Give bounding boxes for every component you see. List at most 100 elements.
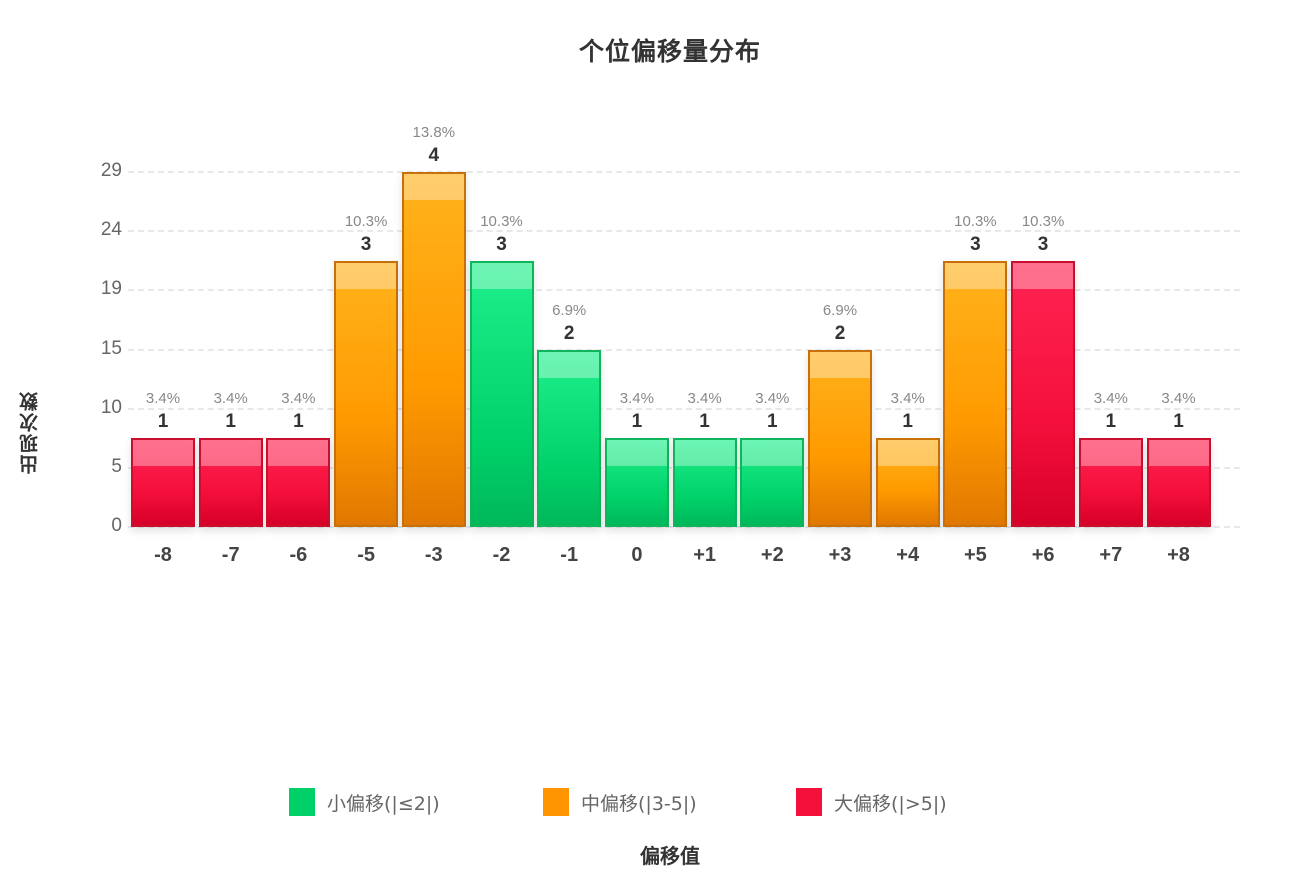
- bar-count-label: 2: [563, 322, 575, 344]
- bar-percent-label: 10.3%: [344, 212, 388, 230]
- bar-percent-label: 3.4%: [1161, 390, 1196, 408]
- bar-count-label: 1: [1173, 411, 1184, 433]
- gridline: [128, 289, 1240, 292]
- bar-count-label: 1: [225, 411, 236, 433]
- x-tick-label: +3: [828, 544, 852, 566]
- legend-item-large[interactable]: 大偏移(|>5|): [796, 788, 947, 816]
- y-axis-label: 出现次数: [19, 390, 41, 474]
- bar-count-label: 1: [902, 411, 913, 433]
- bar-highlight: [742, 440, 803, 467]
- x-tick-label: -5: [357, 544, 375, 566]
- bar-+1[interactable]: [672, 438, 737, 527]
- y-tick-label: 10: [100, 396, 122, 418]
- bar-+2[interactable]: [740, 438, 805, 527]
- y-tick-label: 29: [100, 160, 122, 181]
- bar-highlight: [403, 174, 464, 200]
- gridline: [128, 230, 1240, 233]
- x-tick-label: +8: [1167, 544, 1190, 566]
- bar-percent-label: 3.4%: [890, 390, 925, 408]
- bar--5[interactable]: [334, 260, 399, 527]
- bar-+4[interactable]: [875, 438, 940, 527]
- y-tick-label: 5: [111, 455, 122, 477]
- bar-highlight: [539, 351, 600, 378]
- legend-label-small: 小偏移(|≤2|): [327, 792, 440, 815]
- bar-highlight: [674, 440, 735, 467]
- bar--3[interactable]: [401, 172, 466, 527]
- bar-percent-label: 6.9%: [552, 301, 587, 319]
- bar-highlight: [1080, 440, 1141, 467]
- bar-count-label: 4: [428, 145, 440, 166]
- x-tick-label: +5: [963, 544, 987, 566]
- bar-highlight: [336, 262, 397, 289]
- x-tick-label: +4: [896, 544, 920, 566]
- x-tick-label: -3: [424, 544, 443, 566]
- bar-count-label: 1: [699, 411, 710, 433]
- gridline: [128, 407, 1240, 410]
- bar-percent-label: 3.4%: [755, 390, 790, 408]
- bar-percent-label: 3.4%: [687, 390, 722, 408]
- bar-count-label: 3: [360, 233, 372, 255]
- legend-label-mid: 中偏移(|3-5|): [581, 792, 697, 815]
- bar-count-label: 2: [834, 322, 846, 344]
- legend-swatch-large: [796, 788, 822, 816]
- x-tick-label: +7: [1099, 544, 1123, 566]
- bar-percent-label: 3.4%: [619, 390, 654, 408]
- legend-swatch-small: [289, 788, 315, 816]
- bar-percent-label: 10.3%: [480, 212, 523, 230]
- bar-+5[interactable]: [943, 260, 1008, 527]
- gridline: [128, 526, 1240, 528]
- bar-highlight: [606, 440, 667, 467]
- x-tick-label: -2: [492, 544, 511, 566]
- legend-label-large: 大偏移(|>5|): [834, 792, 947, 815]
- bar-percent-label: 3.4%: [281, 390, 316, 408]
- bar-percent-label: 6.9%: [822, 301, 858, 319]
- y-tick-label: 19: [100, 278, 122, 300]
- bar--8[interactable]: [131, 438, 195, 527]
- bar-percent-label: 13.8%: [412, 124, 456, 141]
- x-tick-label: -1: [560, 544, 579, 566]
- x-axis-label: 偏移值: [640, 844, 700, 868]
- bar-+6[interactable]: [1011, 260, 1076, 527]
- bar-+7[interactable]: [1078, 438, 1143, 527]
- legend: 小偏移(|≤2|) 中偏移(|3-5|) 大偏移(|>5|): [0, 788, 1295, 822]
- bar--7[interactable]: [198, 438, 263, 527]
- x-tick-label: +1: [693, 544, 716, 566]
- bar-+3[interactable]: [808, 349, 872, 527]
- legend-item-small[interactable]: 小偏移(|≤2|): [289, 788, 440, 816]
- bar-count-label: 1: [293, 411, 304, 433]
- bar-count-label: 1: [1105, 411, 1117, 433]
- x-tick-label: -8: [154, 544, 172, 566]
- bar-count-label: 3: [1037, 233, 1049, 255]
- x-tick-label: -6: [289, 544, 308, 566]
- bar-highlight: [200, 440, 261, 467]
- bar-count-label: 3: [970, 233, 981, 255]
- bar-highlight: [945, 262, 1006, 289]
- bar--6[interactable]: [266, 438, 331, 527]
- legend-swatch-mid: [543, 788, 569, 816]
- bar-highlight: [1013, 262, 1074, 289]
- bar-count-label: 1: [767, 411, 778, 433]
- bar-percent-label: 3.4%: [145, 390, 181, 408]
- chart-title: 个位偏移量分布: [578, 37, 761, 66]
- bar-percent-label: 10.3%: [1021, 212, 1065, 230]
- y-tick-label: 24: [100, 219, 122, 241]
- bar-percent-label: 3.4%: [1093, 390, 1128, 408]
- bar-+8[interactable]: [1146, 438, 1211, 527]
- x-tick-label: 0: [631, 544, 643, 566]
- legend-item-mid[interactable]: 中偏移(|3-5|): [543, 788, 697, 816]
- y-tick-label: 0: [111, 515, 122, 536]
- bar--1[interactable]: [537, 349, 602, 527]
- bar-count-label: 1: [631, 411, 643, 433]
- y-tick-label: 15: [100, 337, 122, 359]
- gridline: [128, 171, 1240, 173]
- x-tick-label: -7: [221, 544, 240, 566]
- x-tick-label: +6: [1031, 544, 1055, 566]
- bar-percent-label: 3.4%: [213, 390, 248, 408]
- bar-highlight: [1148, 440, 1209, 467]
- bar-highlight: [877, 440, 938, 467]
- bar--2[interactable]: [469, 260, 534, 527]
- bar-highlight: [268, 440, 329, 467]
- bar-0[interactable]: [604, 438, 669, 527]
- gridline: [128, 348, 1240, 351]
